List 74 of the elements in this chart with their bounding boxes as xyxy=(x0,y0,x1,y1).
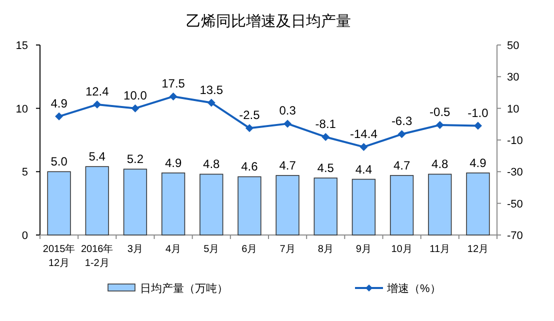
data-label: 10.0 xyxy=(124,88,148,102)
bar xyxy=(314,178,338,236)
data-label: 4.8 xyxy=(432,157,449,172)
point xyxy=(284,120,292,128)
y2-tick-label: -30 xyxy=(507,166,523,179)
data-label: -2.5 xyxy=(239,108,260,122)
point xyxy=(398,130,406,138)
data-label: -6.3 xyxy=(391,114,412,128)
x-tick-label: 9月 xyxy=(356,244,372,255)
point xyxy=(93,100,102,109)
y2-tick-label: 50 xyxy=(507,40,520,52)
x-tick-label: 4月 xyxy=(166,244,182,255)
y2-tick-label: -50 xyxy=(507,198,523,210)
data-label: 4.4 xyxy=(355,162,372,176)
data-label: 5.4 xyxy=(88,150,106,164)
x-tick-label: 2015年 12月 xyxy=(42,243,76,269)
bar xyxy=(238,176,262,236)
data-label: 4.9 xyxy=(164,156,182,170)
data-label: -0.5 xyxy=(430,104,451,119)
y-tick-label: 5 xyxy=(22,166,28,179)
x-tick-label: 10月 xyxy=(391,244,412,255)
y-tick-label: 0 xyxy=(22,230,28,242)
point xyxy=(169,92,178,100)
data-label: 4.7 xyxy=(393,158,410,172)
data-label: 4.9 xyxy=(50,96,68,110)
data-label: -1.0 xyxy=(468,106,489,120)
chart-title: 乙烯同比增速及日均产量 xyxy=(186,13,351,30)
y-tick-label: 10 xyxy=(16,103,28,116)
data-label: -14.4 xyxy=(350,126,378,141)
x-tick-label: 5月 xyxy=(204,244,220,255)
y-tick-label: 15 xyxy=(16,40,28,52)
x-tick-label: 8月 xyxy=(318,244,334,255)
bar xyxy=(428,174,452,236)
data-label: 5.2 xyxy=(126,152,144,166)
data-label: -8.1 xyxy=(315,116,336,131)
data-label: 4.5 xyxy=(317,161,334,175)
data-label: 13.5 xyxy=(200,82,224,97)
data-label: 17.5 xyxy=(162,76,186,90)
data-label: 4.9 xyxy=(470,156,487,170)
data-label: 4.8 xyxy=(203,157,220,172)
x-tick-label: 11月 xyxy=(430,244,450,255)
y2-tick-label: 10 xyxy=(507,103,520,116)
point xyxy=(360,142,368,151)
point xyxy=(436,120,444,129)
legend-label: 日均产量（万吨） xyxy=(140,282,228,295)
x-tick-label: 7月 xyxy=(280,244,296,255)
bar xyxy=(161,172,186,236)
data-label: 4.6 xyxy=(241,160,258,174)
x-tick-label: 2016年 1-2月 xyxy=(81,243,114,269)
bar xyxy=(390,175,414,236)
point xyxy=(322,132,330,141)
y2-tick-label: -10 xyxy=(507,135,523,147)
x-tick-label: 6月 xyxy=(242,244,258,255)
point xyxy=(55,112,64,120)
data-label: 12.4 xyxy=(85,84,110,99)
data-label: 4.7 xyxy=(279,158,296,172)
data-label: 5.0 xyxy=(50,154,68,169)
y2-tick-label: 30 xyxy=(507,72,520,84)
bar xyxy=(466,172,490,236)
point xyxy=(131,104,140,112)
bar xyxy=(276,175,300,236)
point xyxy=(474,122,482,130)
bar xyxy=(123,168,148,236)
point xyxy=(207,98,216,107)
x-tick-label: 12月 xyxy=(467,244,489,255)
bar xyxy=(85,166,109,236)
data-label: 0.3 xyxy=(279,104,296,118)
bar xyxy=(352,178,376,236)
bar xyxy=(47,171,71,236)
y2-tick-label: -70 xyxy=(507,230,523,242)
x-tick-label: 3月 xyxy=(127,244,143,255)
legend-label: 增速（%） xyxy=(386,282,441,295)
bar xyxy=(200,174,224,236)
point xyxy=(245,124,254,132)
